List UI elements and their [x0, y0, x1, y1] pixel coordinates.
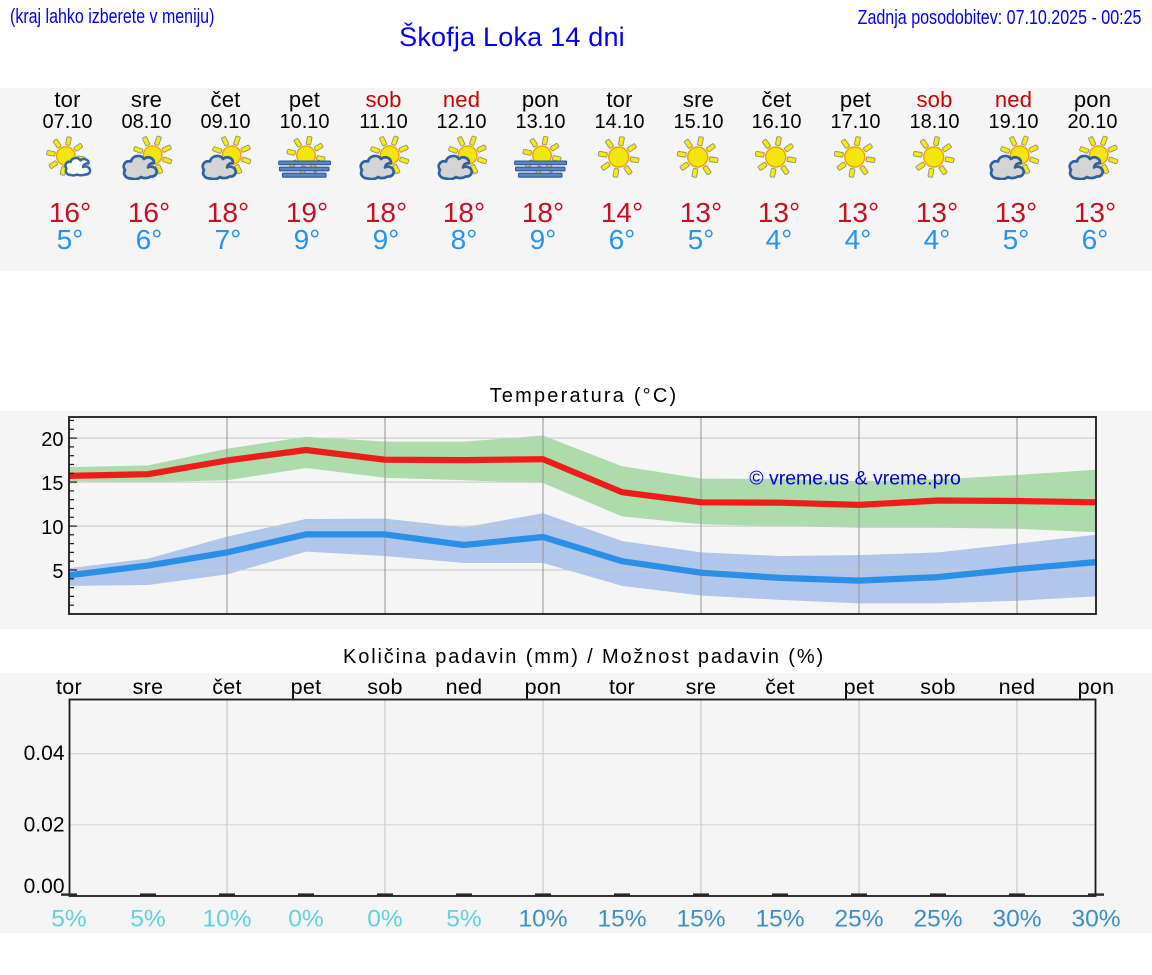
svg-text:5%: 5%: [446, 906, 481, 933]
svg-text:ned: ned: [446, 675, 483, 699]
svg-text:0.00: 0.00: [24, 875, 65, 898]
svg-text:pet: pet: [844, 675, 875, 699]
svg-text:sob: sob: [367, 675, 403, 699]
svg-text:25%: 25%: [834, 906, 883, 933]
svg-text:tor: tor: [56, 675, 82, 699]
svg-text:15%: 15%: [676, 906, 725, 933]
svg-text:pon: pon: [525, 675, 562, 699]
svg-text:10%: 10%: [518, 906, 567, 933]
svg-text:30%: 30%: [992, 906, 1041, 933]
svg-text:5%: 5%: [130, 906, 165, 933]
svg-text:5: 5: [52, 561, 63, 583]
svg-text:15%: 15%: [755, 906, 804, 933]
svg-text:5%: 5%: [51, 906, 86, 933]
svg-text:25%: 25%: [913, 906, 962, 933]
svg-text:sob: sob: [920, 675, 956, 699]
svg-text:15: 15: [41, 473, 63, 495]
svg-text:0.04: 0.04: [24, 742, 65, 765]
svg-text:15%: 15%: [597, 906, 646, 933]
svg-text:0%: 0%: [367, 906, 402, 933]
svg-text:pet: pet: [291, 675, 322, 699]
svg-text:0.02: 0.02: [24, 813, 65, 836]
svg-text:© vreme.us & vreme.pro: © vreme.us & vreme.pro: [749, 468, 961, 490]
svg-text:10%: 10%: [202, 906, 251, 933]
svg-text:čet: čet: [765, 675, 795, 699]
svg-text:pon: pon: [1078, 675, 1115, 699]
svg-text:tor: tor: [609, 675, 635, 699]
svg-text:sre: sre: [133, 675, 164, 699]
svg-text:čet: čet: [212, 675, 242, 699]
svg-text:10: 10: [41, 517, 63, 539]
svg-text:sre: sre: [686, 675, 717, 699]
svg-text:30%: 30%: [1071, 906, 1120, 933]
svg-text:0%: 0%: [288, 906, 323, 933]
svg-text:ned: ned: [999, 675, 1036, 699]
svg-text:20: 20: [41, 429, 63, 451]
